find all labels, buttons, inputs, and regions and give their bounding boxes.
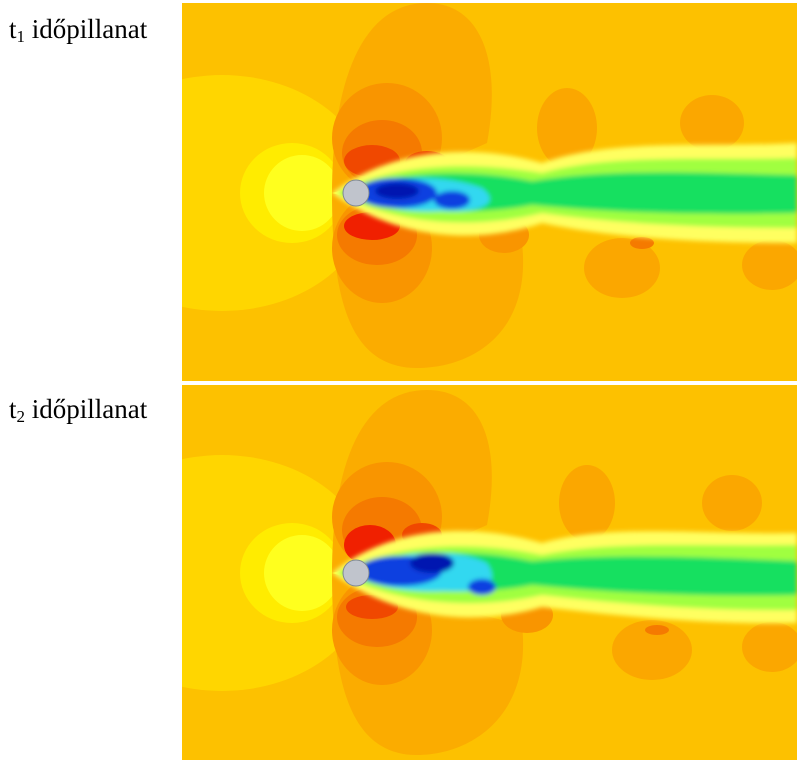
panel-2-label: t2 időpillanat	[9, 394, 148, 426]
flow-contour-image-t1	[182, 3, 797, 381]
panel-1-flow-contour	[182, 3, 797, 381]
panel-2-flow-contour	[182, 385, 797, 760]
flow-contour-image-t2	[182, 385, 797, 760]
panel-1-label: t1 időpillanat	[9, 14, 148, 46]
cylinder	[342, 559, 370, 587]
cylinder	[342, 179, 370, 207]
